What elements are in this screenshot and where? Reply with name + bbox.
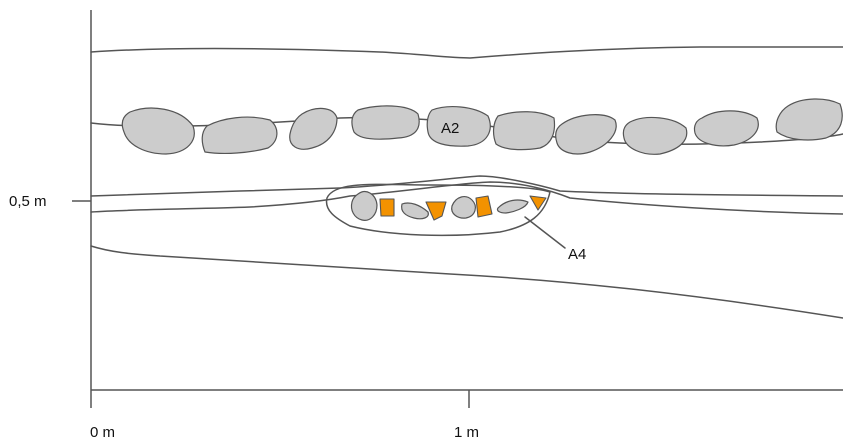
- stone: [451, 196, 476, 219]
- stone: [622, 116, 688, 155]
- stone: [289, 107, 338, 150]
- stone: [350, 191, 378, 221]
- stratum-line-top: [90, 46, 843, 59]
- a4-pit-outline: [325, 183, 551, 237]
- stratum-line-lower: [90, 245, 843, 319]
- feature-a2-stones: [121, 98, 843, 155]
- a4-leader-line: [524, 216, 566, 249]
- stone: [426, 106, 491, 147]
- stratum-line-middle-1: [90, 175, 843, 197]
- feature-a2-label: A2: [441, 120, 459, 137]
- stone: [496, 199, 529, 214]
- scale-frame: [72, 10, 843, 408]
- stone: [555, 114, 617, 155]
- stone: [492, 111, 556, 151]
- highlighted-stone: [379, 198, 395, 217]
- stone: [201, 116, 278, 154]
- highlighted-stone: [529, 195, 547, 211]
- stratum-lines: [90, 46, 843, 319]
- highlighted-stone: [475, 195, 493, 218]
- highlighted-stone: [425, 201, 447, 221]
- feature-a4-pit: [325, 183, 551, 237]
- stone: [401, 202, 429, 220]
- horizontal-scale-label-0m: 0 m: [90, 424, 115, 439]
- stratum-line-middle-2: [90, 181, 843, 215]
- vertical-scale-label: 0,5 m: [9, 193, 47, 210]
- feature-a4-label: A4: [568, 246, 586, 263]
- stone: [775, 98, 843, 141]
- horizontal-scale-label-1m: 1 m: [454, 424, 479, 439]
- stone: [351, 105, 420, 140]
- stone: [693, 110, 759, 147]
- stone: [121, 107, 195, 155]
